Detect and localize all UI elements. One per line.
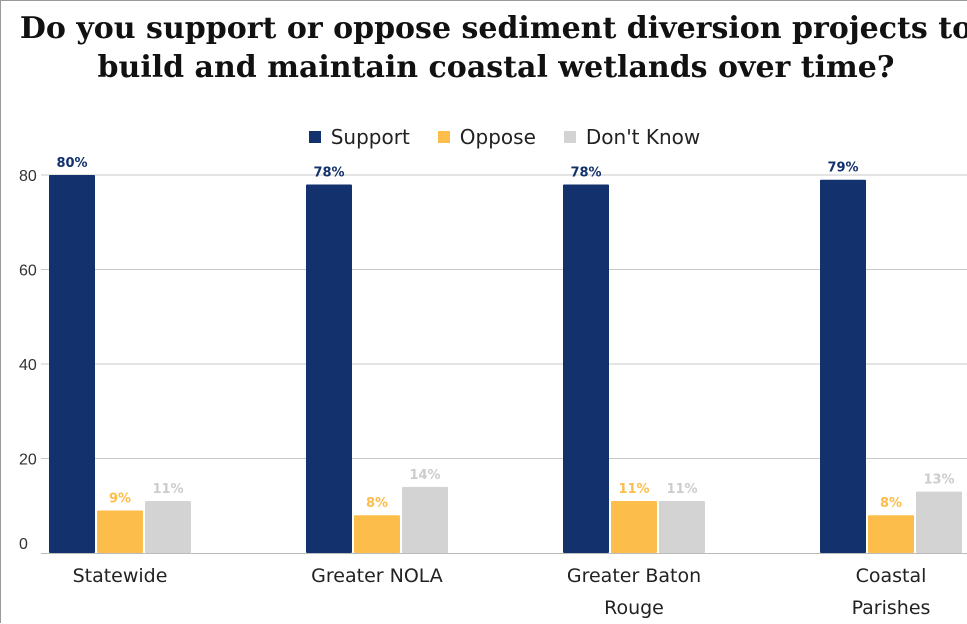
data-label: 11% — [666, 482, 697, 497]
x-category-label: Greater Baton — [567, 565, 701, 587]
bar-support-0 — [49, 175, 95, 553]
y-tick-label: 40 — [19, 357, 37, 374]
x-category-label: Statewide — [73, 565, 168, 587]
bar-don-t-know-1 — [402, 486, 448, 553]
chart-legend: Support Oppose Don't Know — [1, 123, 967, 151]
bar-oppose-2 — [611, 501, 657, 553]
legend-item: Support — [308, 125, 410, 149]
data-label: 13% — [923, 473, 954, 488]
legend-label: Support — [330, 125, 410, 149]
bar-support-1 — [306, 184, 352, 553]
bar-don-t-know-3 — [916, 491, 962, 553]
data-label: 78% — [313, 165, 344, 180]
y-tick-label: 0 — [19, 536, 28, 553]
legend-item: Don't Know — [563, 125, 701, 149]
data-label: 11% — [152, 482, 183, 497]
bar-support-3 — [820, 179, 866, 553]
y-tick-label: 60 — [19, 263, 37, 280]
data-label: 79% — [827, 161, 858, 176]
data-label: 80% — [56, 156, 87, 171]
bar-oppose-3 — [868, 515, 914, 553]
chart-title: Do you support or oppose sediment divers… — [19, 11, 967, 85]
bar-oppose-1 — [354, 515, 400, 553]
y-tick-label: 20 — [19, 452, 37, 469]
data-label: 9% — [109, 491, 131, 506]
x-category-label: Greater NOLA — [311, 565, 443, 587]
y-tick-label: 80 — [19, 168, 37, 185]
bar-don-t-know-0 — [145, 501, 191, 553]
x-category-label: Coastal — [856, 565, 927, 587]
legend-swatch — [308, 131, 321, 143]
bar-don-t-know-2 — [659, 501, 705, 553]
data-label: 8% — [880, 496, 902, 511]
bar-support-2 — [563, 184, 609, 553]
bar-oppose-0 — [97, 510, 143, 553]
data-label: 11% — [618, 482, 649, 497]
data-label: 8% — [366, 496, 388, 511]
x-category-label: Rouge — [604, 597, 664, 619]
legend-swatch — [437, 131, 450, 143]
legend-label: Don't Know — [585, 125, 701, 149]
data-label: 14% — [409, 468, 440, 483]
legend-label: Oppose — [459, 125, 536, 149]
legend-item: Oppose — [437, 125, 536, 149]
legend-swatch — [563, 131, 576, 143]
data-label: 78% — [570, 165, 601, 180]
x-category-label: Parishes — [852, 597, 931, 619]
